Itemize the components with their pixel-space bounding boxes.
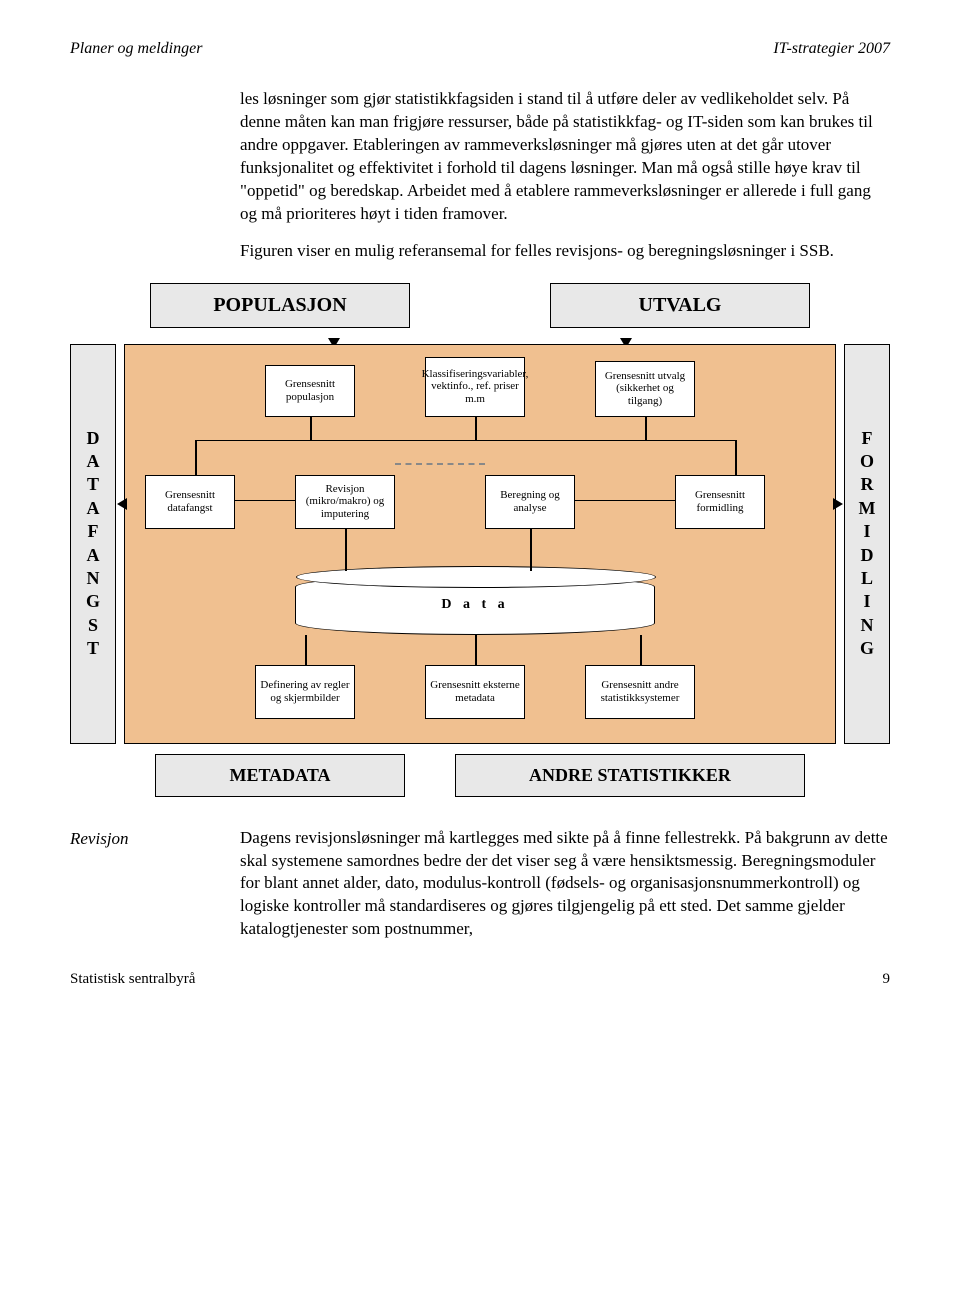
footer-page-number: 9 (883, 971, 891, 988)
box-populasjon: POPULASJON (150, 283, 410, 328)
revision-section: Revisjon Dagens revisjonsløsninger må ka… (70, 827, 890, 942)
data-cylinder: D a t a (295, 575, 655, 635)
connector-line (195, 440, 197, 475)
data-label: D a t a (441, 597, 508, 613)
box-metadata: METADATA (155, 754, 405, 797)
revision-text: Dagens revisjonsløsninger må kartlegges … (240, 827, 890, 942)
paragraph-2: Figuren viser en mulig referansemal for … (240, 240, 890, 263)
box-utvalg: UTVALG (550, 283, 810, 328)
paragraph-1: les løsninger som gjør statistikkfagside… (240, 88, 890, 226)
side-datafangst: DATAFANGST (70, 344, 116, 744)
node-grensesnitt-formidling: Grensesnitt formidling (675, 475, 765, 529)
node-grensesnitt-datafangst: Grensesnitt datafangst (145, 475, 235, 529)
connector-line (310, 417, 312, 440)
connector-line (345, 529, 347, 571)
diagram: POPULASJON UTVALG DATAFANGST Grensesnitt… (70, 283, 890, 797)
body-text: les løsninger som gjør statistikkfagside… (240, 88, 890, 263)
node-grensesnitt-andre: Grensesnitt andre statistikksystemer (585, 665, 695, 719)
connector-line (575, 500, 675, 502)
connector-line (475, 635, 477, 665)
connector-line (475, 417, 477, 440)
node-grensesnitt-utvalg: Grensesnitt utvalg (sikkerhet og tilgang… (595, 361, 695, 417)
page-header: Planer og meldinger IT-strategier 2007 (70, 40, 890, 58)
node-revisjon: Revisjon (mikro/makro) og imputering (295, 475, 395, 529)
node-definering: Definering av regler og skjermbilder (255, 665, 355, 719)
arrow-right-icon (833, 498, 843, 510)
diagram-canvas: Grensesnitt populasjon Klassifiseringsva… (124, 344, 836, 744)
header-left: Planer og meldinger (70, 40, 202, 58)
connector-dashed (395, 463, 485, 465)
connector-line (640, 635, 642, 665)
node-klassifiser: Klassifiseringsvariabler, vektinfo., ref… (425, 357, 525, 417)
revision-label: Revisjon (70, 827, 240, 942)
footer-left: Statistisk sentralbyrå (70, 971, 195, 988)
node-beregning: Beregning og analyse (485, 475, 575, 529)
node-grensesnitt-populasjon: Grensesnitt populasjon (265, 365, 355, 417)
node-grensesnitt-eksterne: Grensesnitt eksterne metadata (425, 665, 525, 719)
side-formidling: FORMIDLING (844, 344, 890, 744)
box-andre-statistikker: ANDRE STATISTIKKER (455, 754, 805, 797)
connector-line (235, 500, 295, 502)
connector-line (305, 635, 307, 665)
connector-line (530, 529, 532, 571)
connector-line (735, 440, 737, 475)
connector-line (195, 440, 735, 442)
arrow-left-icon (117, 498, 127, 510)
header-right: IT-strategier 2007 (773, 40, 890, 58)
connector-line (645, 417, 647, 440)
page-footer: Statistisk sentralbyrå 9 (70, 971, 890, 988)
